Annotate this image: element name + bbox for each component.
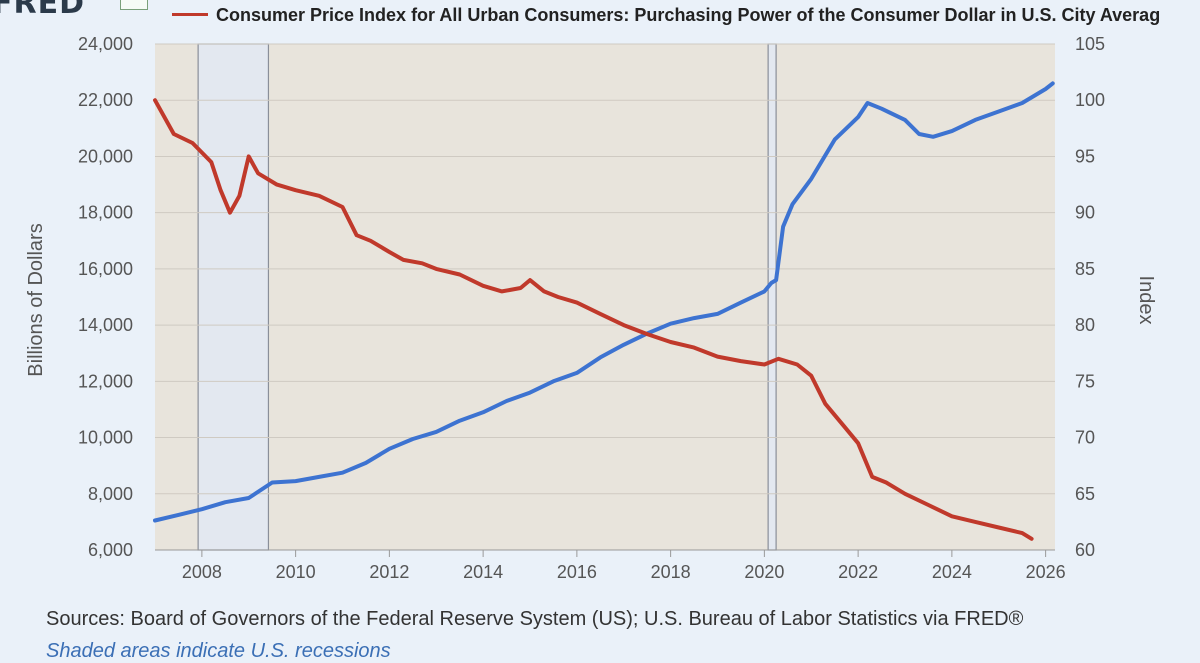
y2-tick-label: 75 [1075,371,1095,391]
series-lines [153,81,1055,541]
y2-tick-label: 80 [1075,315,1095,335]
x-tick-label: 2026 [1026,562,1066,582]
x-tick-label: 2016 [557,562,597,582]
y-tick-label: 24,000 [78,34,133,54]
recession-shading [197,43,777,551]
x-tick-label: 2024 [932,562,972,582]
legend-label: Consumer Price Index for All Urban Consu… [216,5,1161,25]
x-tick-label: 2020 [744,562,784,582]
y-tick-label: 14,000 [78,315,133,335]
x-tick-label: 2014 [463,562,503,582]
x-tick-label: 2018 [651,562,691,582]
x-tick-label: 2010 [276,562,316,582]
x-tick-label: 2008 [182,562,222,582]
recession-band [767,43,777,551]
y-tick-label: 20,000 [78,146,133,166]
x-tick-label: 2012 [369,562,409,582]
y2-tick-label: 90 [1075,203,1095,223]
y-tick-label: 18,000 [78,203,133,223]
fred-logo[interactable]: FRED [0,0,85,21]
sources-text: Sources: Board of Governors of the Feder… [46,608,1024,630]
y-tick-label: 12,000 [78,371,133,391]
left-axis-title: Billions of Dollars [25,223,47,376]
y-tick-label: 10,000 [78,428,133,448]
y2-tick-label: 100 [1075,90,1105,110]
y-tick-label: 6,000 [88,540,133,560]
y2-tick-label: 105 [1075,34,1105,54]
legend-item: Consumer Price Index for All Urban Consu… [172,5,1160,26]
recession-note-link[interactable]: Shaded areas indicate U.S. recessions [46,640,391,662]
legend-swatch-red [172,12,208,16]
y2-tick-label: 65 [1075,484,1095,504]
x-axis: 2008 2010 2012 2014 2016 2018 2020 2022 2024 2026 [155,549,1066,582]
x-tick-label: 2022 [838,562,878,582]
left-axis: 6,000 8,000 10,000 12,000 14,000 16,000 18,000… [78,34,133,560]
y2-tick-label: 70 [1075,428,1095,448]
y2-tick-label: 60 [1075,540,1095,560]
y-tick-label: 16,000 [78,259,133,279]
y-tick-label: 8,000 [88,484,133,504]
y2-tick-label: 85 [1075,259,1095,279]
right-axis: 60 65 70 75 80 85 90 95 100 105 [1075,34,1105,560]
y-tick-label: 22,000 [78,90,133,110]
y2-tick-label: 95 [1075,146,1095,166]
recession-band [197,43,270,551]
plot-background [155,44,1055,550]
series-line-blue [153,81,1055,523]
chart-header: FRED Consumer Price Index for All Urban … [0,0,1200,30]
right-axis-title: Index [1135,276,1157,325]
chart-logo-icon [120,0,148,10]
series-line-red [153,98,1034,541]
